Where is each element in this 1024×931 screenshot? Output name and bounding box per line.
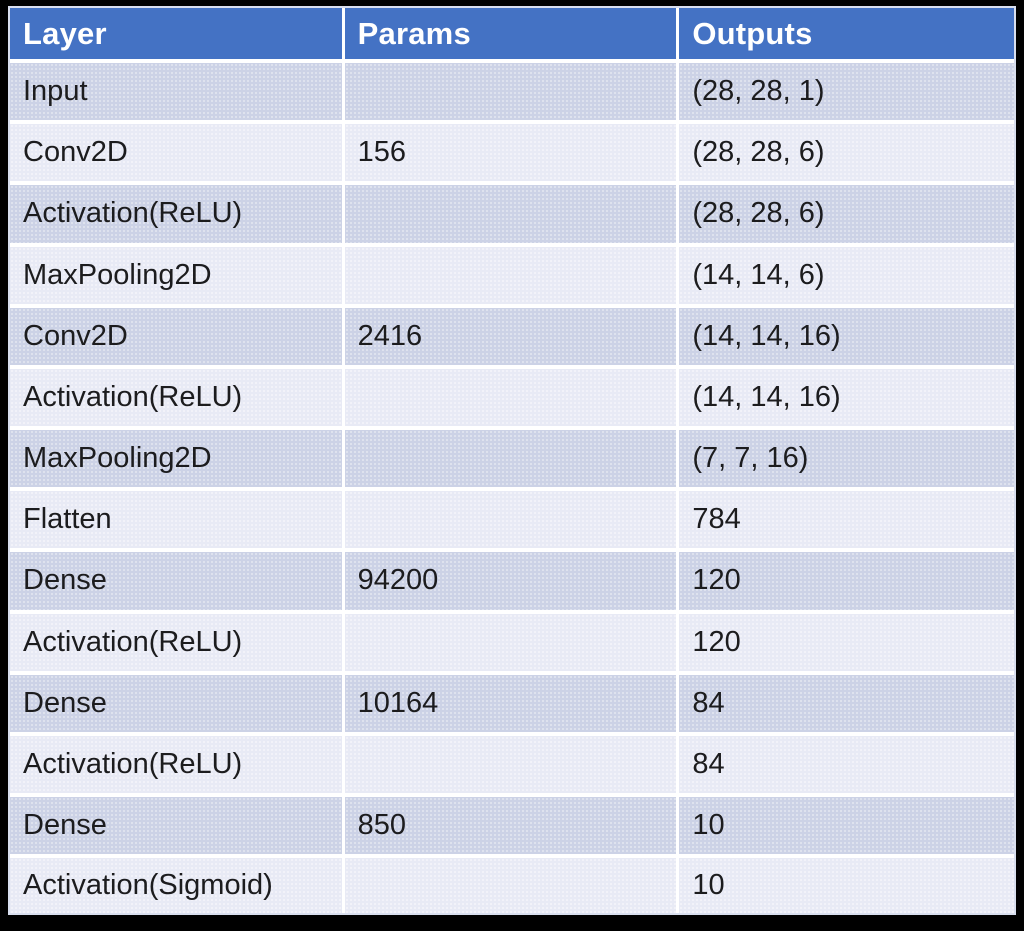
cell-outputs: 10 xyxy=(679,797,1014,859)
table-outline: Layer Params Outputs Input (28, 28, 1) C… xyxy=(8,6,1016,915)
table-row: Dense 850 10 xyxy=(10,797,1014,859)
cell-params xyxy=(344,491,680,553)
cell-params: 10164 xyxy=(344,674,680,736)
cell-outputs: 120 xyxy=(679,552,1014,614)
cell-outputs: (28, 28, 6) xyxy=(679,124,1014,186)
cell-layer: Activation(ReLU) xyxy=(10,185,345,247)
table-row: Activation(Sigmoid) 10 xyxy=(10,858,1014,913)
table-row: Input (28, 28, 1) xyxy=(10,63,1014,125)
table-row: Conv2D 156 (28, 28, 6) xyxy=(10,124,1014,186)
cell-layer: Dense xyxy=(10,552,345,614)
cell-params xyxy=(344,858,680,913)
cell-layer: MaxPooling2D xyxy=(10,246,345,308)
cell-outputs: 10 xyxy=(679,858,1014,913)
cell-layer: Dense xyxy=(10,797,345,859)
table-body: Input (28, 28, 1) Conv2D 156 (28, 28, 6)… xyxy=(10,63,1014,913)
cell-layer: MaxPooling2D xyxy=(10,430,345,492)
table-row: Dense 10164 84 xyxy=(10,674,1014,736)
cell-layer: Dense xyxy=(10,674,345,736)
cell-layer: Activation(ReLU) xyxy=(10,613,345,675)
table-row: Conv2D 2416 (14, 14, 16) xyxy=(10,307,1014,369)
cell-params xyxy=(344,185,680,247)
table-row: MaxPooling2D (7, 7, 16) xyxy=(10,430,1014,492)
table-row: MaxPooling2D (14, 14, 6) xyxy=(10,246,1014,308)
header-row: Layer Params Outputs xyxy=(10,8,1014,63)
cell-params: 156 xyxy=(344,124,680,186)
table-row: Flatten 784 xyxy=(10,491,1014,553)
cell-layer: Activation(ReLU) xyxy=(10,735,345,798)
cell-layer: Conv2D xyxy=(10,307,345,369)
table-row: Activation(ReLU) 84 xyxy=(10,735,1014,798)
cell-params xyxy=(344,368,680,431)
cell-layer: Flatten xyxy=(10,491,345,553)
table-row: Dense 94200 120 xyxy=(10,552,1014,614)
cell-outputs: 120 xyxy=(679,613,1014,675)
column-header-layer: Layer xyxy=(10,8,345,63)
cell-params xyxy=(344,430,680,492)
table-header: Layer Params Outputs xyxy=(10,8,1014,63)
cell-params xyxy=(344,735,680,798)
cell-params: 2416 xyxy=(344,307,680,369)
column-header-params: Params xyxy=(344,8,680,63)
column-header-outputs: Outputs xyxy=(679,8,1014,63)
cell-params xyxy=(344,63,680,125)
cell-params: 94200 xyxy=(344,552,680,614)
cell-outputs: (14, 14, 6) xyxy=(679,246,1014,308)
cell-outputs: 84 xyxy=(679,674,1014,736)
cell-outputs: (7, 7, 16) xyxy=(679,430,1014,492)
cell-outputs: 784 xyxy=(679,491,1014,553)
cell-params xyxy=(344,613,680,675)
cell-outputs: (28, 28, 1) xyxy=(679,63,1014,125)
cnn-layers-table: Layer Params Outputs Input (28, 28, 1) C… xyxy=(10,8,1014,913)
cell-outputs: (14, 14, 16) xyxy=(679,368,1014,431)
cell-outputs: (14, 14, 16) xyxy=(679,307,1014,369)
table-row: Activation(ReLU) 120 xyxy=(10,613,1014,675)
cell-layer: Activation(Sigmoid) xyxy=(10,858,345,913)
cell-params xyxy=(344,246,680,308)
cell-layer: Activation(ReLU) xyxy=(10,368,345,431)
cell-layer: Conv2D xyxy=(10,124,345,186)
cell-layer: Input xyxy=(10,63,345,125)
cell-params: 850 xyxy=(344,797,680,859)
cell-outputs: 84 xyxy=(679,735,1014,798)
table-row: Activation(ReLU) (14, 14, 16) xyxy=(10,368,1014,431)
cell-outputs: (28, 28, 6) xyxy=(679,185,1014,247)
table-row: Activation(ReLU) (28, 28, 6) xyxy=(10,185,1014,247)
